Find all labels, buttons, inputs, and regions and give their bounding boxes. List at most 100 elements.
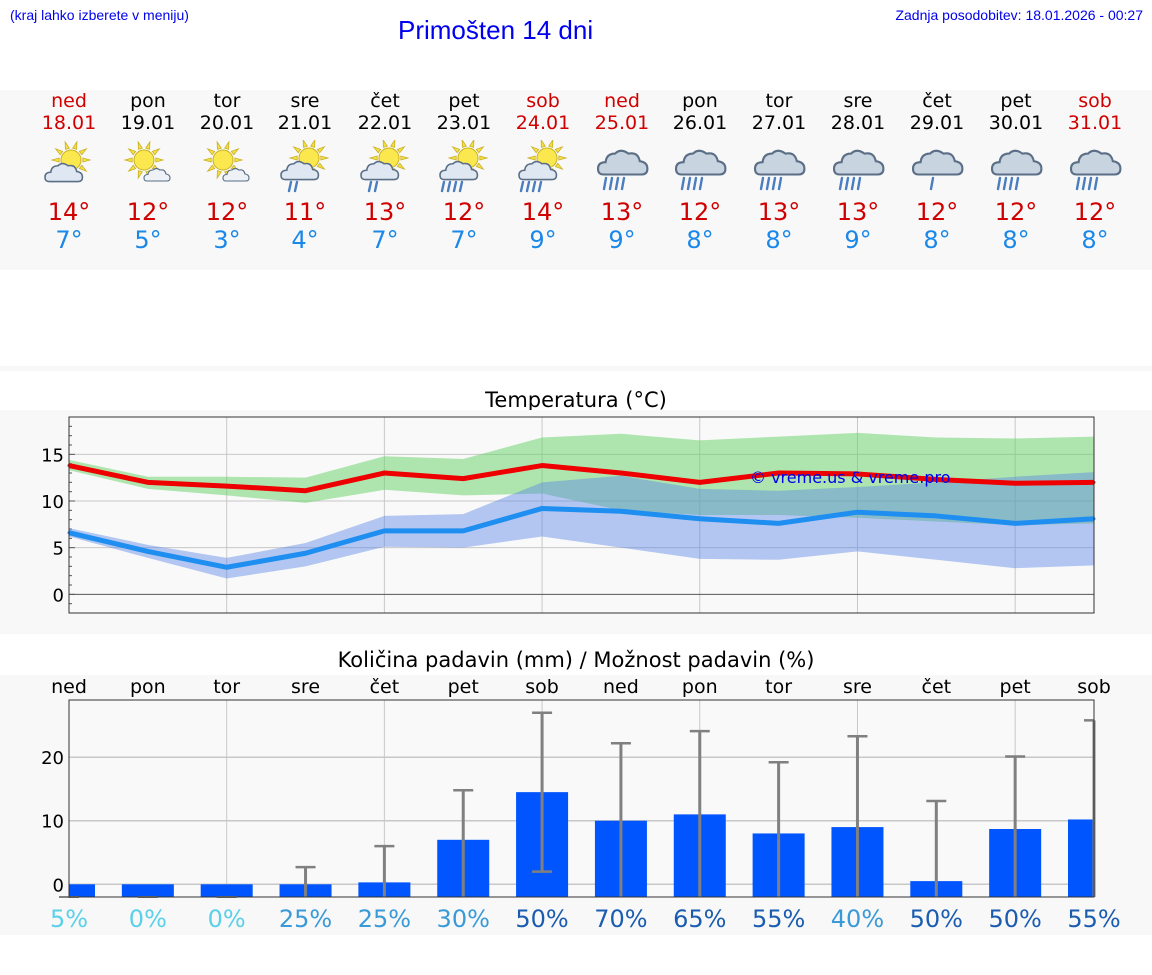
temperature-chart-panel: 0 5 10 15 © vreme.us & vreme.pro [0,410,1152,634]
sun-rain-icon [439,140,489,193]
y-tick-label: 20 [41,748,64,769]
max-temperature-point [304,489,308,493]
day-date: 24.01 [515,112,571,134]
precipitation-error-bar [374,844,395,897]
cloud-shape [990,149,1043,176]
day-date: 23.01 [436,112,492,134]
min-temperature-point [225,565,229,569]
precip-day-label: ned [51,676,87,698]
day-column: pon 26.01 12° 8° [660,90,740,254]
y-tick-label: 10 [41,492,64,513]
day-name: tor [213,90,241,112]
rain-drops [838,176,862,191]
precipitation-probability: 55% [1067,905,1120,933]
min-temperature: 9° [529,226,557,254]
precipitation-probability: 50% [910,905,963,933]
cloud-rain-icon [832,149,885,191]
day-date: 29.01 [909,112,965,134]
day-name: pon [682,90,718,112]
precip-day-label: sob [525,676,559,698]
sun-rain-icon [518,140,568,193]
cloud-shape [753,149,806,176]
day-column: pet 23.01 12° 7° [424,90,504,254]
day-name: čet [370,90,400,112]
precip-day-label: sre [843,676,872,698]
cloud-shape [518,160,558,181]
max-temperature: 14° [47,198,91,226]
rain-drops [602,176,626,191]
precipitation-error-bar [610,741,631,897]
precipitation-probability: 0% [208,905,246,933]
min-temperature: 8° [1081,226,1109,254]
temperature-chart: 0 5 10 15 © vreme.us & vreme.pro [41,416,1096,614]
y-tick-label: 0 [53,585,64,606]
min-temperature: 9° [608,226,636,254]
day-date: 22.01 [357,112,413,134]
min-temperature: 8° [1002,226,1030,254]
min-temperature: 7° [55,226,83,254]
day-name: sre [290,90,320,112]
min-temperature-point [698,517,702,521]
precipitation-bar [121,884,174,897]
precipitation-error-bar [689,729,710,897]
precip-day-label: čet [370,676,400,698]
min-temperature: 5° [134,226,162,254]
day-column: ned 25.01 13° 9° [582,90,662,254]
precipitation-error-bar [1005,755,1026,897]
precipitation-error-bar [926,799,947,897]
location-menu-hint[interactable]: (kraj lahko izberete v meniju) [10,7,189,23]
precipitation-error-bar [295,865,316,897]
precip-day-label: tor [213,676,240,698]
max-temperature: 12° [994,198,1038,226]
max-temperature: 12° [205,198,249,226]
precipitation-probability: 25% [358,905,411,933]
min-temperature: 4° [291,226,319,254]
last-updated: Zadnja posodobitev: 18.01.2026 - 00:27 [895,7,1143,23]
precip-day-label: sre [291,676,320,698]
rain-drops [367,180,379,193]
cloud-rain-icon [1069,149,1122,191]
cloud-rain-icon [990,149,1043,191]
precipitation-probability: 40% [831,905,884,933]
page-title: Primošten 14 dni [398,15,594,45]
min-temperature: 8° [765,226,793,254]
min-temperature-range-band [69,472,1094,579]
day-name: pon [130,90,166,112]
day-column: sre 21.01 11° 4° [265,90,345,254]
min-temperature-point [934,514,938,518]
sun-light-rain-icon [280,140,330,193]
separator [0,366,1152,371]
cloud-rain-icon [674,149,727,191]
day-column: pon 19.01 12° 5° [108,90,188,254]
forecast-strip: ned 18.01 14° 7° pon 19.01 12° 5° tor 20.01 12° 3° s… [0,90,1152,270]
day-date: 28.01 [830,112,886,134]
max-temperature: 13° [363,198,407,226]
min-temperature-point [382,529,386,533]
cloud-shape [280,160,320,181]
precipitation-probability: 0% [129,905,167,933]
day-column: sob 24.01 14° 9° [503,90,583,254]
rain-drops [680,176,704,191]
day-name: sob [1078,90,1112,112]
y-tick-label: 0 [53,875,64,896]
min-temperature-point [146,549,150,553]
day-name: pet [1000,90,1032,112]
min-temperature-point [461,529,465,533]
day-column: ned 18.01 14° 7° [29,90,109,254]
max-temperature: 12° [915,198,959,226]
precip-day-label: pon [682,676,718,698]
max-temperature-point [619,471,623,475]
max-temperature-point [934,478,938,482]
max-temperature-point [855,472,859,476]
min-temperature: 8° [923,226,951,254]
precipitation-error-bar [768,761,789,897]
rain-drops [519,180,543,193]
day-name: ned [604,90,640,112]
min-temperature: 9° [844,226,872,254]
precipitation-probability: 5% [50,905,88,933]
max-temperature-range-band [69,432,1094,526]
min-temperature-point [304,551,308,555]
precipitation-probability: 50% [515,905,568,933]
sun-shape [202,140,244,180]
day-date: 25.01 [594,112,650,134]
